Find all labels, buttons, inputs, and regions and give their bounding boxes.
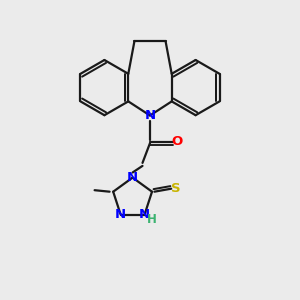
Text: N: N <box>127 171 138 184</box>
Text: N: N <box>115 208 126 221</box>
Text: N: N <box>144 109 156 122</box>
Text: N: N <box>139 208 150 221</box>
Text: O: O <box>171 135 183 148</box>
Text: H: H <box>147 212 157 226</box>
Text: S: S <box>171 182 181 195</box>
